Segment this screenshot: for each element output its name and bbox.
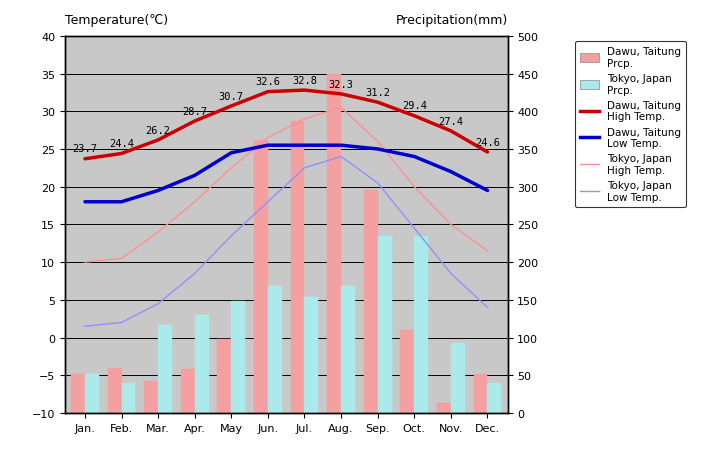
- Bar: [231, 302, 246, 413]
- Bar: [158, 326, 172, 413]
- Bar: [474, 374, 487, 413]
- Text: 27.4: 27.4: [438, 116, 464, 126]
- Bar: [268, 286, 282, 413]
- Text: 32.8: 32.8: [292, 76, 317, 86]
- Bar: [341, 286, 355, 413]
- Bar: [217, 339, 231, 413]
- Legend: Dawu, Taitung
Prcp., Tokyo, Japan
Prcp., Dawu, Taitung
High Temp., Dawu, Taitung: Dawu, Taitung Prcp., Tokyo, Japan Prcp.,…: [575, 42, 686, 207]
- Bar: [378, 236, 392, 413]
- Bar: [327, 74, 341, 413]
- Bar: [414, 237, 428, 413]
- Bar: [437, 403, 451, 413]
- Bar: [71, 374, 85, 413]
- Text: 31.2: 31.2: [365, 88, 390, 98]
- Text: 28.7: 28.7: [182, 106, 207, 117]
- Text: 24.6: 24.6: [475, 137, 500, 147]
- Text: 26.2: 26.2: [145, 125, 171, 135]
- Bar: [487, 383, 501, 413]
- Bar: [451, 343, 465, 413]
- Text: 30.7: 30.7: [219, 91, 244, 101]
- Bar: [181, 369, 194, 413]
- Text: 23.7: 23.7: [73, 144, 97, 154]
- Bar: [305, 297, 318, 413]
- Text: Precipitation(mm): Precipitation(mm): [395, 14, 508, 27]
- Bar: [122, 383, 135, 413]
- Text: Temperature(℃): Temperature(℃): [65, 14, 168, 27]
- Text: 24.4: 24.4: [109, 139, 134, 149]
- Bar: [85, 374, 99, 413]
- Text: 32.6: 32.6: [256, 77, 280, 87]
- Bar: [107, 368, 122, 413]
- Bar: [144, 381, 158, 413]
- Bar: [400, 330, 414, 413]
- Bar: [364, 191, 378, 413]
- Bar: [194, 315, 209, 413]
- Text: 29.4: 29.4: [402, 101, 427, 111]
- Bar: [254, 140, 268, 413]
- Bar: [291, 122, 305, 413]
- Text: 32.3: 32.3: [328, 79, 354, 90]
